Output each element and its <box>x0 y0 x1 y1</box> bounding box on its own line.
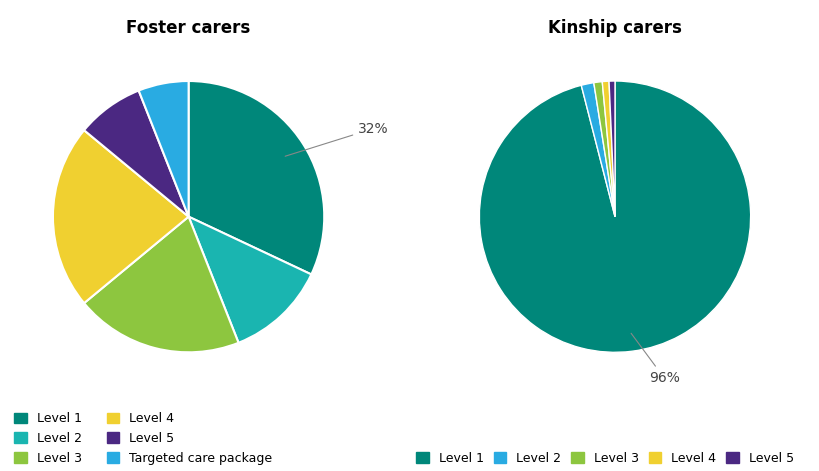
Text: 32%: 32% <box>285 122 388 156</box>
Wedge shape <box>188 217 311 343</box>
Wedge shape <box>593 81 614 217</box>
Wedge shape <box>581 83 614 217</box>
Title: Foster carers: Foster carers <box>126 19 251 37</box>
Wedge shape <box>601 81 614 217</box>
Title: Kinship carers: Kinship carers <box>547 19 681 37</box>
Legend: Level 1, Level 2, Level 3, Level 4, Level 5: Level 1, Level 2, Level 3, Level 4, Leve… <box>416 452 793 465</box>
Wedge shape <box>609 81 614 217</box>
Wedge shape <box>188 81 324 275</box>
Wedge shape <box>138 81 188 217</box>
Text: 96%: 96% <box>631 333 679 385</box>
Wedge shape <box>479 81 749 352</box>
Wedge shape <box>84 217 238 352</box>
Legend: Level 1, Level 2, Level 3, Level 4, Level 5, Targeted care package: Level 1, Level 2, Level 3, Level 4, Leve… <box>15 412 272 465</box>
Wedge shape <box>53 130 188 303</box>
Wedge shape <box>84 90 188 217</box>
